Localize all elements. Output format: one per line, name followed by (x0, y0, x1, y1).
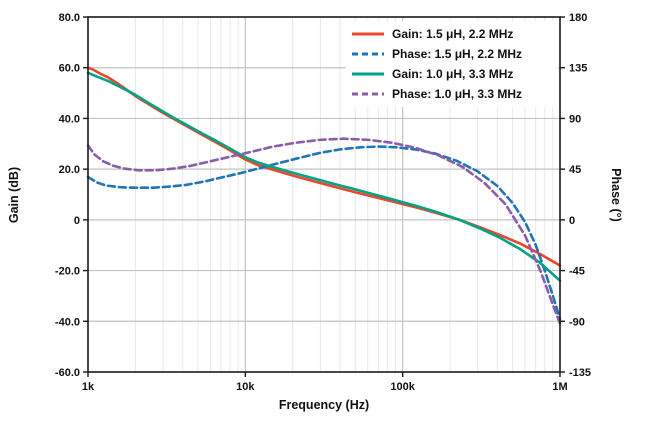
left-tick-label: 0 (74, 215, 80, 227)
left-tick-label: 80.0 (59, 12, 80, 24)
series-line-2 (86, 145, 562, 321)
right-tick-label: 135 (569, 63, 587, 75)
left-tick-label: 40.0 (59, 113, 80, 125)
right-axis-title: Phase (°) (609, 168, 623, 222)
bottom-tick-label: 100k (390, 381, 415, 393)
right-tick-label: 45 (569, 164, 581, 176)
bottom-tick-label: 10k (236, 381, 255, 393)
series-line-4 (86, 137, 562, 325)
left-tick-label: -20.0 (55, 266, 80, 278)
left-tick-label: 20.0 (59, 164, 80, 176)
left-axis-title: Gain (dB) (7, 166, 21, 224)
left-tick-label: -60.0 (55, 367, 80, 379)
right-tick-label: 180 (569, 12, 587, 24)
right-tick-label: -45 (569, 266, 585, 278)
right-tick-label: 0 (569, 215, 575, 227)
left-tick-label: 60.0 (59, 63, 80, 75)
right-tick-label: -90 (569, 316, 585, 328)
left-tick-label: -40.0 (55, 316, 80, 328)
series-line-3 (86, 71, 562, 282)
legend-label-2: Phase: 1.5 μH, 2.2 MHz (392, 47, 522, 61)
right-tick-label: -135 (569, 367, 591, 379)
bottom-tick-label: 1M (552, 381, 567, 393)
legend-label-4: Phase: 1.0 μH, 3.3 MHz (392, 87, 522, 101)
right-tick-label: 90 (569, 113, 581, 125)
bottom-tick-label: 1k (82, 381, 95, 393)
legend-label-1: Gain: 1.5 μH, 2.2 MHz (392, 27, 513, 41)
x-axis-title: Frequency (Hz) (278, 398, 370, 412)
plot-frame (87, 16, 561, 373)
legend-label-3: Gain: 1.0 μH, 3.3 MHz (392, 67, 513, 81)
